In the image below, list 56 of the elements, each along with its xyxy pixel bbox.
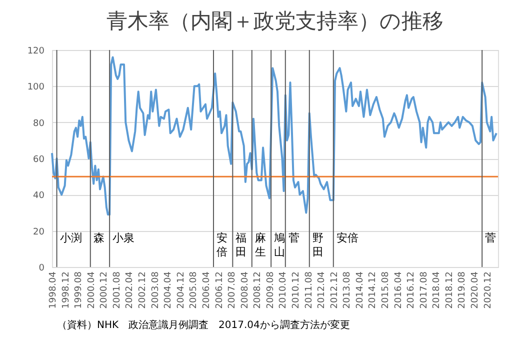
x-tick-label: 2012.04	[317, 271, 328, 309]
x-tick-label: 1998.04	[48, 271, 58, 309]
x-tick-label: 2004.12	[176, 272, 186, 309]
x-tick-label: 2018.04	[432, 271, 442, 309]
x-tick-label: 2016.04	[394, 271, 404, 309]
y-tick-label: 100	[27, 82, 45, 93]
x-tick-label: 2020.12	[483, 272, 494, 309]
ref-line-label: 野田	[312, 232, 324, 259]
y-tick-label: 40	[33, 191, 45, 202]
text: （資料）NHK 政治意識月例調査 2017.04から調査方法が変更	[57, 319, 350, 331]
x-tick-label: 2012.12	[330, 272, 340, 309]
y-tick-label: 60	[33, 155, 45, 165]
x-tick-label: 2008.12	[253, 272, 264, 309]
ref-line-label: 安倍	[216, 232, 228, 259]
line-series	[51, 56, 498, 216]
x-tick-label: 2003.08	[150, 271, 161, 309]
ref-line-label: 菅	[288, 232, 300, 245]
x-tick-label: 2020.04	[470, 271, 481, 309]
x-tick-label: 2006.04	[202, 271, 212, 309]
x-tick-label: 2011.08	[304, 271, 314, 309]
x-tick-label: 2002.04	[125, 271, 136, 309]
x-tick-label: 2010.12	[292, 272, 302, 309]
ref-line-label: 菅	[485, 232, 496, 245]
ref-line-label: 小泉	[112, 232, 135, 245]
y-tick-label: 0	[38, 264, 45, 274]
x-tick-label: 2014.12	[368, 272, 378, 309]
x-tick-label: 2000.12	[100, 272, 110, 309]
x-tick-label: 2010.04	[278, 271, 289, 309]
y-tick-label: 20	[33, 227, 45, 238]
chart-title: 青木率（内閣＋政党支持率）の推移	[106, 9, 444, 33]
x-tick-label: 2008.04	[240, 271, 250, 309]
x-tick-label: 2009.08	[266, 271, 276, 309]
x-tick-label: 2017.08	[419, 271, 430, 309]
y-tick-label: 80	[33, 118, 45, 129]
x-tick-label: 1999.08	[74, 271, 84, 309]
x-tick-label: 2005.08	[189, 271, 200, 309]
x-tick-label: 2001.08	[112, 271, 122, 309]
ref-line-label: 小渕	[60, 232, 82, 245]
x-tick-label: 2004.04	[164, 271, 174, 309]
ref-line-label: 麻生	[254, 232, 266, 259]
ref-line-label: 福田	[236, 232, 247, 259]
ref-line-label: 鳩山	[274, 232, 286, 259]
x-tick-label: 2006.12	[214, 272, 225, 309]
x-tick-label: 2013.08	[342, 271, 353, 309]
ref-line-label: 安倍	[336, 232, 358, 245]
x-tick-label: 2018.12	[444, 272, 455, 309]
x-tick-label: 2014.04	[355, 271, 366, 309]
x-tick-label: 2015.08	[381, 271, 392, 309]
y-tick-label: 120	[27, 46, 45, 56]
x-tick-label: 2019.08	[458, 271, 468, 309]
x-tick-label: 1998.12	[61, 272, 72, 309]
x-tick-label: 2002.12	[138, 272, 148, 309]
x-tick-label: 2016.12	[406, 272, 417, 309]
x-tick-label: 2007.08	[228, 271, 238, 309]
x-tick-label: 2000.04	[86, 271, 97, 309]
ref-line-label: 森	[93, 232, 104, 245]
